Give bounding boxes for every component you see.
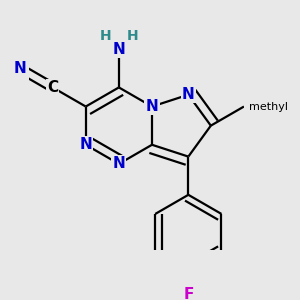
Text: N: N xyxy=(13,61,26,76)
Text: N: N xyxy=(182,87,195,102)
Text: H: H xyxy=(126,29,138,43)
Text: C: C xyxy=(47,80,58,95)
Text: F: F xyxy=(183,287,194,300)
Text: N: N xyxy=(112,42,125,57)
Text: N: N xyxy=(80,137,92,152)
Text: methyl: methyl xyxy=(249,101,288,112)
Text: H: H xyxy=(100,29,111,43)
Text: N: N xyxy=(146,99,158,114)
Text: N: N xyxy=(112,156,125,171)
